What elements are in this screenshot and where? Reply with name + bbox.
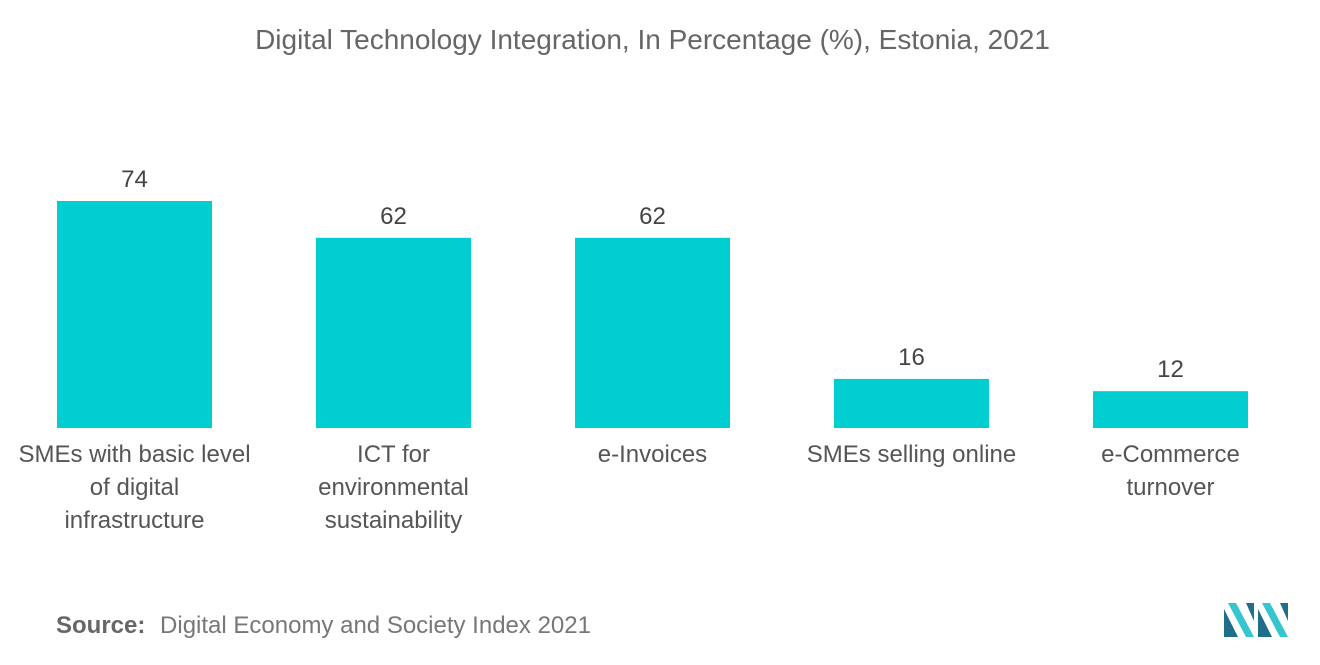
category-label-1: SMEs with basic level of digital infrastru… <box>18 441 251 534</box>
data-label-3: 62 <box>639 203 666 230</box>
category-label-3: e-Invoices <box>597 441 708 468</box>
category-label-2: ICT for environmental sustainability <box>318 441 469 534</box>
bar-2 <box>316 237 471 428</box>
source-label: Source: <box>56 612 146 639</box>
bar-5 <box>1093 391 1248 428</box>
bar-3 <box>575 237 730 428</box>
mordor-logo-icon <box>1224 601 1290 644</box>
data-label-5: 12 <box>1157 356 1184 383</box>
category-label-4: SMEs selling online <box>806 441 1017 468</box>
source-note: Source: Digital Economy and Society Inde… <box>56 612 591 640</box>
bar-1 <box>57 201 212 428</box>
data-label-2: 62 <box>380 203 407 230</box>
data-label-1: 74 <box>121 166 148 193</box>
source-text: Digital Economy and Society Index 2021 <box>160 612 591 639</box>
category-label-5: e-Commerce turnover <box>1101 441 1240 501</box>
data-label-4: 16 <box>898 344 925 371</box>
chart-title: Digital Technology Integration, In Perce… <box>255 24 1050 55</box>
bar-4 <box>834 378 989 428</box>
